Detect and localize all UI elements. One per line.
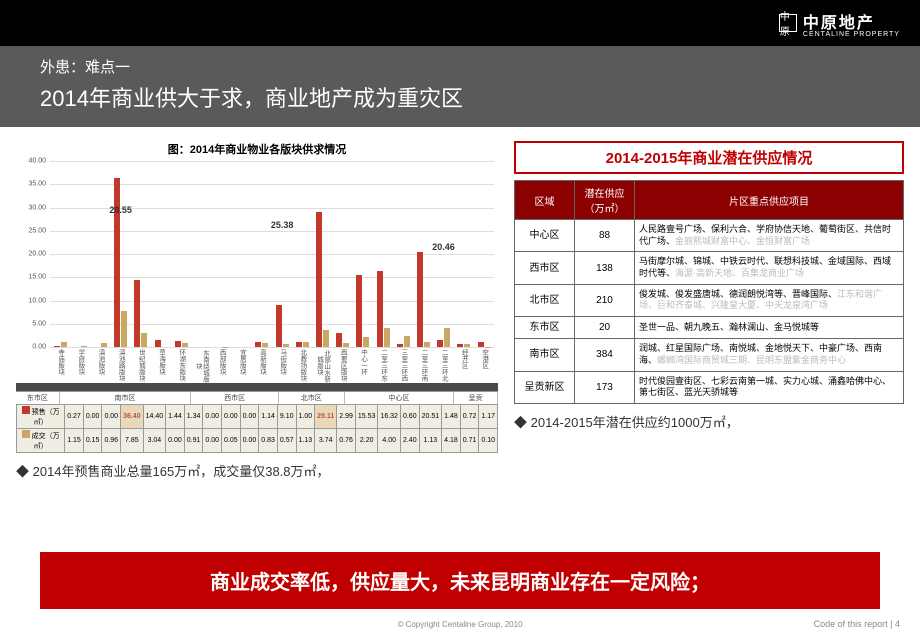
left-bullet: ◆ 2014年预售商业总量165万㎡，成交量仅38.8万㎡， [16,461,498,480]
subtitle: 外患：难点一 [40,56,880,77]
title-band: 外患：难点一 2014年商业供大于求，商业地产成为重灾区 [0,46,920,127]
logo: 中原 中原地产 CENTALINE PROPERTY [779,9,900,38]
content: 图：2014年商业物业各版块供求情况 0.005.0010.0015.0020.… [0,127,920,480]
page-number: Code of this report | 4 [814,619,900,629]
right-bullet: ◆ 2014-2015年潜在供应约1000万㎡， [514,412,904,431]
logo-cn: 中原地产 [803,9,900,33]
chart-data-table: 预售（万㎡）0.270.000.0036.4014.401.441.340.00… [16,404,498,453]
footer-copyright: © Copyright Centaline Group, 2010 [0,620,920,629]
supply-title: 2014-2015年商业潜在供应情况 [514,141,904,174]
logo-mark: 中原 [779,14,797,32]
main-title: 2014年商业供大于求，商业地产成为重灾区 [40,81,880,113]
supply-table: 区域潜在供应（万㎡）片区重点供应项目中心区88人民路壹号广场、保利六合、学府协信… [514,180,904,404]
right-panel: 2014-2015年商业潜在供应情况 区域潜在供应（万㎡）片区重点供应项目中心区… [514,141,904,480]
region-bar: 东市区南市区西市区北市区中心区呈贡 [16,391,498,404]
left-panel: 图：2014年商业物业各版块供求情况 0.005.0010.0015.0020.… [16,141,498,480]
logo-en: CENTALINE PROPERTY [803,31,900,38]
conclusion-banner: 商业成交率低，供应量大，未来昆明商业存在一定风险； [40,552,880,609]
chart-title: 图：2014年商业物业各版块供求情况 [16,141,498,157]
header: 中原 中原地产 CENTALINE PROPERTY [0,0,920,46]
chart: 0.005.0010.0015.0020.0025.0030.0035.0040… [16,161,498,391]
